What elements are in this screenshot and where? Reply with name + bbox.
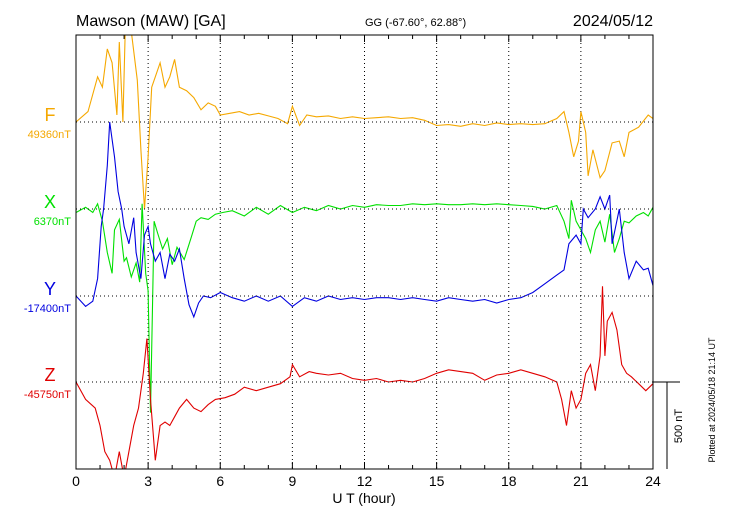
series-line-y [76,121,653,319]
date-label: 2024/05/12 [573,13,653,30]
series-name-y: Y [44,279,56,299]
series-line-z [76,286,653,469]
series-name-x: X [44,192,56,212]
baseline-dotted-lines [76,121,653,383]
series-name-z: Z [45,365,56,385]
coordinates-label: GG (-67.60°, 62.88°) [365,17,466,29]
x-tick-label: 18 [501,473,517,489]
scale-bar-label: 500 nT [673,409,685,444]
series-baseline-y: -17400nT [24,303,71,315]
x-tick-label: 21 [573,473,589,489]
x-tick-label: 12 [357,473,373,489]
x-axis-ticks: 0 3 6 9 12 15 18 21 24 [72,35,661,489]
grid-lines [147,35,582,469]
series-line-f [76,35,653,210]
scale-bar: 500 nT [653,381,685,469]
series-line-x [76,200,653,413]
series-baseline-x: 6370nT [34,216,72,228]
series-labels: F 49360nT X 6370nT Y -17400nT Z -45750nT [24,105,71,401]
series-baseline-f: 49360nT [28,129,72,141]
plotted-timestamp: Plotted at 2024/05/18 21:14 UT [707,337,717,463]
x-tick-label: 3 [144,473,152,489]
x-axis-label: U T (hour) [332,490,395,506]
series-lines [76,35,653,469]
series-baseline-z: -45750nT [24,389,71,401]
station-title: Mawson (MAW) [GA] [76,13,226,30]
series-name-f: F [45,105,56,125]
x-tick-label: 24 [645,473,661,489]
x-tick-label: 9 [288,473,296,489]
x-tick-label: 15 [429,473,445,489]
x-tick-label: 6 [216,473,224,489]
x-tick-label: 0 [72,473,80,489]
